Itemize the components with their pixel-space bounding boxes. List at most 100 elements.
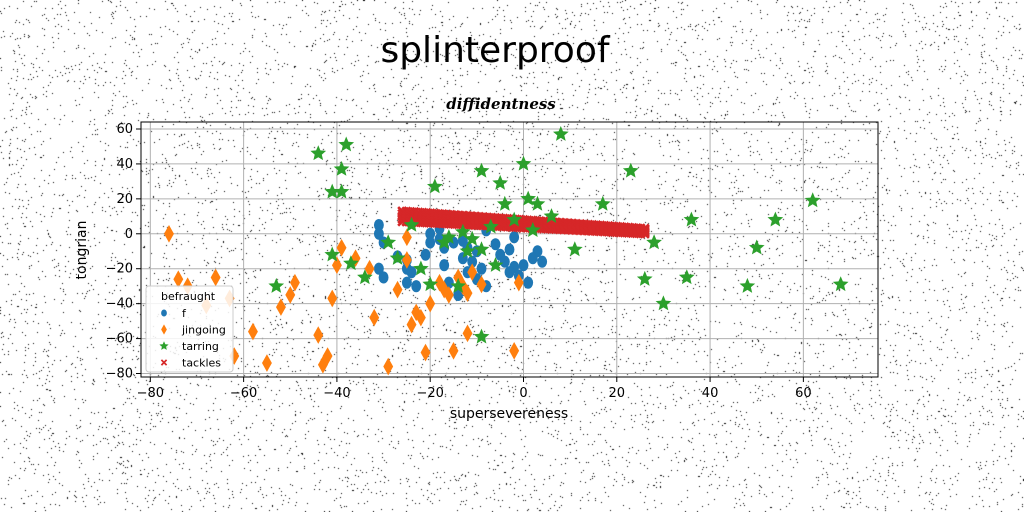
jingoing-point bbox=[401, 251, 412, 269]
legend-marker-tackles bbox=[160, 359, 168, 366]
f-point bbox=[537, 255, 548, 268]
tarring-point bbox=[473, 162, 490, 178]
tarring-point bbox=[739, 277, 756, 293]
tarring-point bbox=[543, 208, 560, 223]
f-point bbox=[467, 255, 478, 268]
chart-title: splinterproof bbox=[380, 30, 610, 71]
tarring-point bbox=[450, 277, 466, 293]
legend-label-jingoing: jingoing bbox=[181, 324, 226, 337]
x-tick-label: 40 bbox=[702, 386, 719, 401]
tarring-point bbox=[748, 239, 765, 255]
tarring-point bbox=[683, 211, 700, 227]
jingoing-point bbox=[392, 280, 403, 299]
tarring-point bbox=[473, 241, 490, 257]
tarring-point bbox=[646, 234, 662, 250]
f-point bbox=[518, 259, 529, 272]
tarring-point bbox=[553, 126, 569, 141]
legend-box bbox=[145, 285, 234, 373]
tarring-point bbox=[492, 174, 508, 190]
tarring-point bbox=[324, 246, 341, 262]
jingoing-point bbox=[415, 308, 426, 327]
jingoing-point bbox=[467, 263, 478, 282]
jingoing-point bbox=[289, 273, 300, 292]
grid-lines bbox=[141, 122, 878, 377]
f-point bbox=[378, 271, 389, 284]
y-tick-label: −80 bbox=[106, 367, 133, 382]
f-point bbox=[504, 243, 515, 256]
y-tick-label: −40 bbox=[106, 297, 133, 312]
f-point bbox=[373, 218, 384, 232]
y-axis-label: tongrian bbox=[74, 221, 90, 280]
legend-marker-jingoing bbox=[161, 324, 167, 335]
tarring-point bbox=[497, 195, 513, 211]
f-point bbox=[373, 227, 384, 240]
tarring-point bbox=[441, 229, 457, 244]
tarring-point bbox=[529, 195, 546, 211]
f-point bbox=[523, 276, 534, 289]
jingoing-point bbox=[513, 273, 524, 292]
jingoing-point bbox=[462, 284, 473, 302]
jingoing-point bbox=[411, 303, 422, 322]
jingoing-point bbox=[448, 342, 459, 360]
f-point bbox=[406, 266, 417, 279]
jingoing-point bbox=[364, 259, 375, 278]
jingoing-point bbox=[509, 342, 520, 360]
tarring-point bbox=[506, 211, 522, 227]
tarring-point bbox=[413, 260, 429, 276]
tackles-point bbox=[639, 228, 650, 239]
f-point bbox=[425, 227, 436, 240]
jingoing-point bbox=[247, 322, 258, 341]
f-point bbox=[476, 262, 487, 275]
jingoing-point bbox=[285, 286, 296, 304]
tarring-point bbox=[767, 211, 784, 227]
tarring-point bbox=[487, 257, 504, 272]
tarring-point bbox=[567, 241, 583, 257]
f-point bbox=[453, 288, 464, 301]
tarring-point bbox=[422, 276, 438, 292]
tarring-point bbox=[464, 230, 480, 246]
jingoing-point bbox=[369, 308, 380, 327]
f-point bbox=[401, 276, 412, 289]
x-tick-label: 0 bbox=[519, 386, 527, 401]
tarring-point bbox=[636, 270, 653, 286]
jingoing-point bbox=[229, 347, 240, 365]
f-point bbox=[420, 248, 431, 261]
y-tick-label: 0 bbox=[125, 227, 133, 242]
jingoing-point bbox=[443, 286, 454, 304]
jingoing-point bbox=[420, 343, 431, 362]
legend-label-tackles: tackles bbox=[182, 357, 221, 370]
f-point bbox=[527, 252, 538, 265]
tarring-point bbox=[436, 234, 452, 250]
f-point bbox=[504, 266, 515, 279]
f-point bbox=[411, 280, 422, 293]
jingoing-point bbox=[261, 354, 272, 372]
x-tick-label: −40 bbox=[323, 386, 350, 401]
tarring-point bbox=[832, 276, 849, 292]
jingoing-point bbox=[462, 324, 473, 343]
tarring-point bbox=[473, 328, 490, 344]
tarring-point bbox=[455, 223, 471, 239]
f-point bbox=[499, 255, 510, 268]
x-axis-label: supersevereness bbox=[450, 406, 568, 422]
f-point bbox=[373, 262, 384, 275]
tarring-point bbox=[333, 160, 350, 176]
tarring-point bbox=[525, 222, 541, 237]
jingoing-point bbox=[383, 357, 394, 376]
tarring-point bbox=[389, 250, 406, 265]
tarring-point bbox=[655, 295, 672, 311]
y-tick-label: 20 bbox=[116, 192, 133, 207]
tarring-point bbox=[310, 145, 327, 161]
tarring-point bbox=[427, 178, 443, 194]
jingoing-point bbox=[275, 298, 286, 316]
y-tick-label: 60 bbox=[116, 122, 133, 137]
x-tick-label: 60 bbox=[795, 386, 812, 401]
plot-marks bbox=[164, 126, 849, 376]
tarring-point bbox=[678, 269, 695, 285]
y-tick-label: −60 bbox=[106, 332, 133, 347]
axis-ticks: −80 −60 −40 −20 0 20 40 60 −80 −60 −40 −20 0 20 40 60 bbox=[106, 122, 812, 401]
tarring-point bbox=[622, 162, 639, 178]
tarring-point bbox=[804, 192, 821, 208]
f-point bbox=[490, 238, 501, 251]
tarring-point bbox=[459, 243, 476, 258]
